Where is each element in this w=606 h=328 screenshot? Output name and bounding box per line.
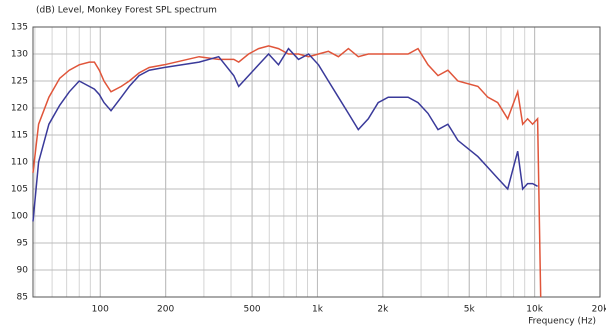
plot-frame: [32, 26, 601, 298]
y-tick-label: 120: [11, 104, 28, 114]
y-tick-label: 135: [11, 23, 28, 33]
x-tick-label: 5k: [464, 305, 476, 315]
y-tick-label: 105: [11, 185, 28, 195]
x-tick-label: 100: [92, 305, 109, 315]
y-tick-label: 130: [11, 50, 28, 60]
series-line: [32, 47, 538, 222]
y-tick-label: 115: [11, 131, 28, 141]
chart-title: (dB) Level, Monkey Forest SPL spectrum: [36, 6, 217, 16]
y-tick-label: 125: [11, 77, 28, 87]
x-tick-label: 20k: [592, 305, 606, 315]
x-tick-label: 2k: [377, 305, 389, 315]
x-axis-label: Frequency (Hz): [528, 317, 596, 327]
x-tick-label: 200: [157, 305, 174, 315]
y-tick-label: 90: [17, 266, 29, 276]
y-tick-label: 85: [17, 293, 28, 303]
x-tick-label: 10k: [526, 305, 543, 315]
series-line: [32, 45, 542, 298]
x-tick-label: 500: [243, 305, 260, 315]
y-tick-label: 95: [17, 239, 28, 249]
y-tick-label: 100: [11, 212, 28, 222]
y-tick-label: 110: [11, 158, 28, 168]
x-tick-label: 1k: [312, 305, 324, 315]
